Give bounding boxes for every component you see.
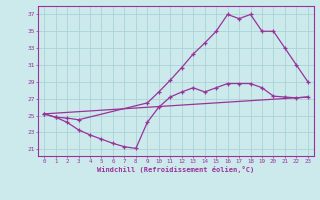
X-axis label: Windchill (Refroidissement éolien,°C): Windchill (Refroidissement éolien,°C) xyxy=(97,166,255,173)
